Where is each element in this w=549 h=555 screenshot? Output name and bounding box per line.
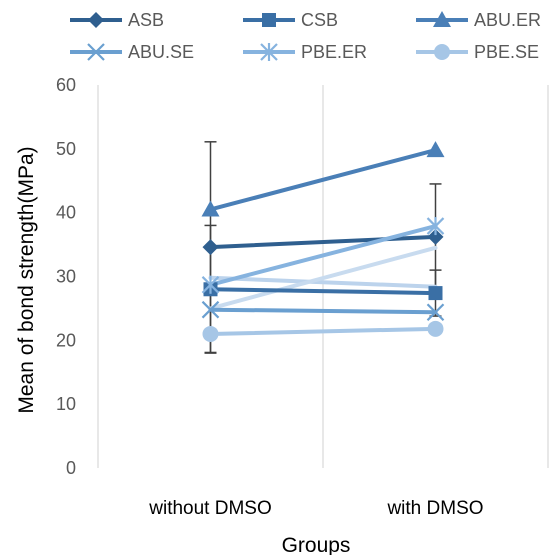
legend-item: ABU.SE bbox=[70, 42, 194, 62]
data-point-star bbox=[426, 217, 445, 236]
y-tick-label: 40 bbox=[56, 203, 76, 223]
series-line bbox=[208, 245, 438, 311]
legend-label: ABU.ER bbox=[474, 10, 541, 30]
series-line bbox=[208, 307, 438, 315]
data-point-x bbox=[426, 303, 445, 322]
data-point-triangle bbox=[433, 11, 451, 27]
y-tick-label: 60 bbox=[56, 75, 76, 95]
marker-stroke bbox=[87, 43, 105, 61]
data-point-triangle bbox=[426, 141, 445, 158]
x-axis-categories: without DMSO with DMSO bbox=[148, 498, 483, 519]
legend-label: ABU.SE bbox=[128, 42, 194, 62]
legend-item: ASB bbox=[70, 10, 164, 30]
data-point-triangle bbox=[201, 200, 220, 217]
legend-label: PBE.SE bbox=[474, 42, 539, 62]
legend-item: ABU.ER bbox=[416, 10, 541, 30]
x-category-label: without DMSO bbox=[148, 498, 271, 519]
data-point-circle bbox=[427, 320, 444, 337]
data-point-x bbox=[87, 43, 105, 61]
data-point-star bbox=[260, 43, 278, 61]
series-line bbox=[208, 148, 438, 212]
series-line bbox=[208, 234, 438, 250]
legend: ASB CSB ABU.ER ABU.SE PBE.ER PBE.SE bbox=[70, 10, 541, 62]
data-point-square bbox=[428, 286, 443, 301]
x-category-label: with DMSO bbox=[386, 498, 483, 519]
series-line bbox=[208, 275, 438, 289]
y-tick-label: 10 bbox=[56, 394, 76, 414]
series-line bbox=[208, 224, 438, 287]
x-axis-label: Groups bbox=[282, 534, 351, 555]
data-point-circle bbox=[434, 44, 450, 60]
data-point-diamond bbox=[202, 239, 219, 256]
data-point-square bbox=[262, 13, 276, 27]
y-axis-label: Mean of bond strength(MPa) bbox=[15, 146, 38, 413]
legend-item: CSB bbox=[243, 10, 338, 30]
series-line bbox=[208, 326, 438, 336]
series-line bbox=[208, 287, 438, 296]
legend-item: PBE.SE bbox=[416, 42, 539, 62]
marker-stroke bbox=[201, 300, 220, 319]
series-lines bbox=[208, 148, 438, 336]
data-point-diamond bbox=[427, 228, 444, 245]
data-point-circle bbox=[202, 325, 219, 342]
series-markers bbox=[201, 141, 445, 342]
data-point-x bbox=[201, 300, 220, 319]
marker-stroke bbox=[426, 303, 445, 322]
data-point-star bbox=[201, 275, 220, 294]
legend-label: ASB bbox=[128, 10, 164, 30]
y-tick-label: 30 bbox=[56, 267, 76, 287]
y-tick-label: 20 bbox=[56, 330, 76, 350]
y-axis-ticks: 0 10 20 30 40 50 60 bbox=[56, 75, 76, 478]
y-tick-label: 0 bbox=[66, 458, 76, 478]
legend-label: CSB bbox=[301, 10, 338, 30]
data-point-diamond bbox=[88, 12, 104, 28]
legend-item: PBE.ER bbox=[243, 42, 367, 62]
y-tick-label: 50 bbox=[56, 139, 76, 159]
legend-label: PBE.ER bbox=[301, 42, 367, 62]
